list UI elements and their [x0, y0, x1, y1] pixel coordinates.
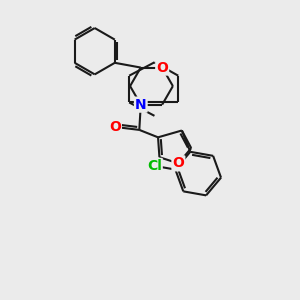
- Text: N: N: [135, 98, 147, 112]
- Text: Cl: Cl: [147, 159, 162, 173]
- Text: O: O: [109, 120, 121, 134]
- Text: O: O: [172, 156, 184, 170]
- Text: O: O: [156, 61, 168, 75]
